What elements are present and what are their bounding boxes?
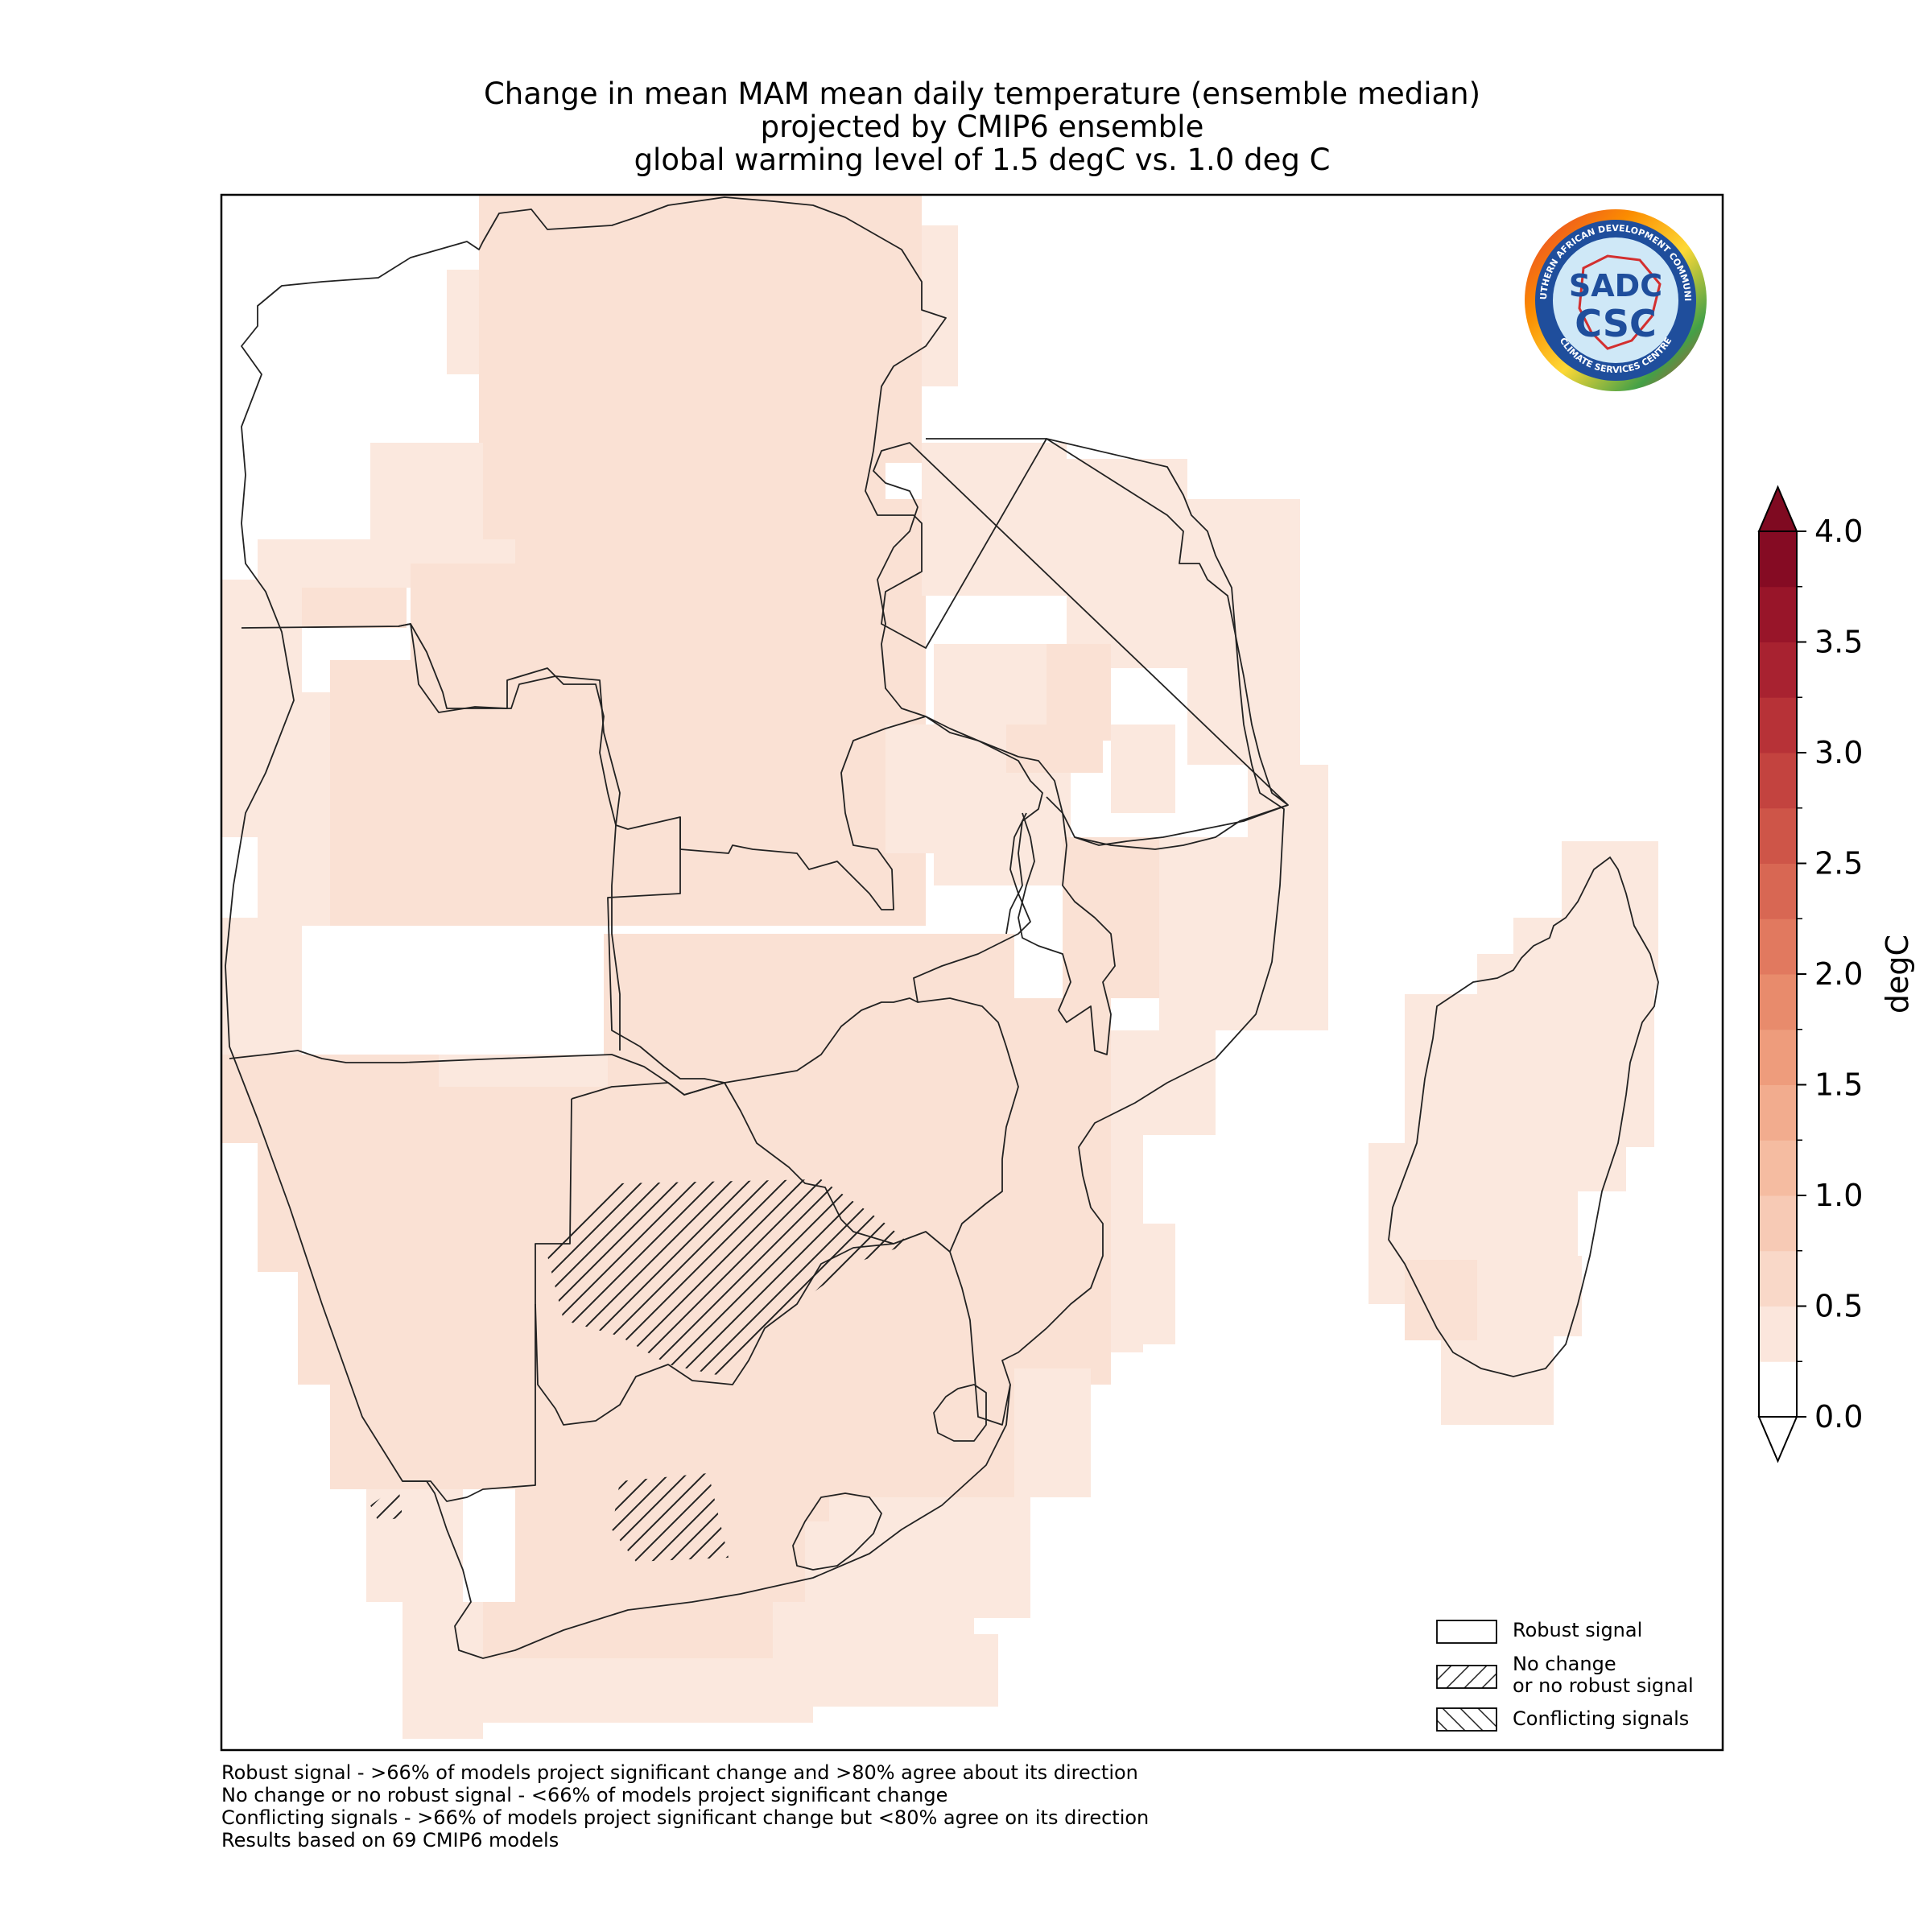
footnote-conflicting: Conflicting signals - >66% of models pro…	[221, 1806, 1150, 1829]
grid-cell	[221, 918, 302, 1063]
legend-box-robust	[1436, 1620, 1497, 1644]
grid-cell	[1187, 499, 1300, 628]
grid-cell	[1010, 1368, 1091, 1497]
grid-cell	[330, 1385, 636, 1489]
colorbar-tick-label: 3.5	[1814, 625, 1863, 660]
hatch-no-robust-signal	[370, 1179, 910, 1562]
grid-cell	[1014, 998, 1111, 1385]
footnotes: Robust signal - >66% of models project s…	[221, 1761, 1149, 1852]
grid-cell	[1067, 459, 1187, 555]
colorbar-bin	[1759, 1140, 1797, 1196]
eswatini-border	[933, 1384, 987, 1442]
colorbar-bin	[1759, 697, 1797, 753]
colorbar-bin	[1759, 1029, 1797, 1085]
grid-cell	[922, 225, 958, 386]
legend-label-no-change-line-1: No change	[1513, 1653, 1616, 1675]
map-title: Change in mean MAM mean daily temperatur…	[225, 77, 1739, 176]
country-borders	[225, 196, 1289, 1659]
legend-box-no-change	[1436, 1665, 1497, 1689]
grid-cell	[221, 692, 258, 837]
legend-box-conflicting	[1436, 1707, 1497, 1732]
grid-cell	[258, 805, 330, 926]
colorbar-tick-label: 0.5	[1814, 1289, 1863, 1324]
grid-cell	[1248, 765, 1328, 1030]
logo-center-bottom: CSC	[1575, 302, 1657, 345]
grid-cell-missing	[886, 463, 922, 499]
colorbar-tick-label: 0.0	[1814, 1399, 1863, 1435]
grid-cell	[1159, 837, 1248, 1030]
colorbar-bin	[1759, 1195, 1797, 1252]
grid-cell	[1143, 1224, 1175, 1344]
title-line-2: projected by CMIP6 ensemble	[760, 109, 1204, 144]
legend-label-robust: Robust signal	[1513, 1619, 1643, 1641]
colorbar-tick-label: 2.0	[1814, 956, 1863, 992]
colorbar-bin	[1759, 753, 1797, 809]
grid-cell	[1063, 837, 1159, 998]
legend-label-no-change: No change or no robust signal	[1513, 1653, 1694, 1697]
grid-cell	[1405, 1260, 1477, 1340]
grid-cell	[330, 660, 411, 926]
lesotho-border	[792, 1492, 882, 1571]
grid-cell	[370, 443, 483, 539]
colorbar-bin	[1759, 974, 1797, 1030]
colorbar-bin	[1759, 863, 1797, 919]
grid-cell	[1111, 1224, 1143, 1344]
sadc-csc-logo: SADC CSC SOUTHERN AFRICAN DEVELOPMENT CO…	[1525, 209, 1707, 391]
grid-cell	[479, 493, 926, 573]
title-line-3: global warming level of 1.5 degC vs. 1.0…	[634, 142, 1331, 177]
colorbar-bin	[1759, 1361, 1797, 1418]
colorbar-bin	[1759, 531, 1797, 588]
legend-label-no-change-line-2: or no robust signal	[1513, 1674, 1694, 1697]
colorbar-tick-label: 2.5	[1814, 846, 1863, 881]
grid-cell	[443, 1658, 813, 1723]
colorbar-bin	[1759, 1084, 1797, 1141]
colorbar-tick-label: 1.0	[1814, 1178, 1863, 1213]
colorbar: 0.0 0.5 1.0 1.5 2.0 2.5 3.0 3.5 4.0	[1757, 485, 1863, 1463]
colorbar-extend-over	[1757, 485, 1798, 532]
colorbar-bin	[1759, 586, 1797, 642]
grid-cell	[479, 267, 922, 493]
grid-cell	[886, 724, 934, 853]
grid-cell	[1187, 628, 1300, 765]
grid-cell	[1582, 1071, 1622, 1191]
colorbar-bin	[1759, 1250, 1797, 1307]
colorbar-tick-label: 3.0	[1814, 735, 1863, 770]
footnote-no-change: No change or no robust signal - <66% of …	[221, 1784, 948, 1806]
grid-cell	[805, 1497, 1030, 1618]
grid-cell	[1111, 724, 1175, 813]
madagascar	[1388, 856, 1659, 1377]
colorbar-label: degC	[1880, 935, 1915, 1013]
grid-cell	[624, 195, 922, 267]
grid-cell	[773, 1634, 998, 1707]
coastline-mainland	[225, 196, 1285, 1659]
colorbar-bin	[1759, 807, 1797, 864]
logo-center-top: SADC	[1569, 268, 1662, 303]
grid-cell	[302, 588, 407, 628]
legend-boxes	[1436, 1620, 1497, 1732]
colorbar-bin	[1759, 1306, 1797, 1362]
legend-label-conflicting: Conflicting signals	[1513, 1707, 1690, 1730]
footnote-robust: Robust signal - >66% of models project s…	[221, 1761, 1138, 1784]
colorbar-tick-label: 4.0	[1814, 514, 1863, 549]
grid-cell	[447, 270, 479, 374]
grid-cell	[1046, 644, 1111, 741]
title-line-1: Change in mean MAM mean daily temperatur…	[483, 76, 1481, 111]
footnote-models: Results based on 69 CMIP6 models	[221, 1829, 559, 1852]
colorbar-bin	[1759, 919, 1797, 975]
plot-frame	[220, 193, 1724, 1752]
colorbar-bin	[1759, 642, 1797, 698]
grid-cell	[1111, 1030, 1216, 1135]
colorbar-tick-label: 1.5	[1814, 1067, 1863, 1103]
grid-cell	[258, 692, 330, 805]
colorbar-extend-under	[1757, 1416, 1798, 1463]
grid-cell	[479, 195, 624, 267]
grid-cell	[411, 564, 926, 926]
grid-cell	[1441, 1336, 1554, 1425]
